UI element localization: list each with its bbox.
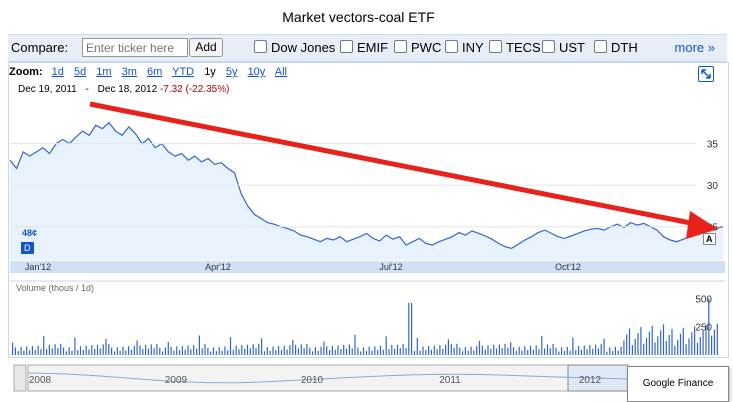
navigator-year-label: 2009 [165,375,188,386]
range-start: Dec 19, 2011 [18,84,77,95]
chart-frame [8,62,729,358]
more-link[interactable]: more » [674,40,715,55]
compare-pwc[interactable]: PWC [394,40,441,55]
zoom-all[interactable]: All [274,66,287,78]
zoom-label: Zoom: [9,66,43,78]
navigator-left-arrow [13,364,27,392]
zoom-1d[interactable]: 1d [51,66,64,78]
checkbox-icon[interactable] [542,40,555,53]
zoom-5d[interactable]: 5d [73,66,87,78]
add-button[interactable]: Add [189,38,223,57]
zoom-controls: Zoom: 1d 5d 1m 3m 6m YTD 1y 5y 10y All [9,66,294,78]
zoom-ytd[interactable]: YTD [172,66,195,78]
navigator-year-label: 2012 [579,375,602,386]
date-range: Dec 19, 2011 - Dec 18, 2012 -7.32 (-22.3… [18,84,229,95]
navigator-track [27,364,629,392]
zoom-10y[interactable]: 10y [247,66,266,78]
checkbox-icon[interactable] [445,40,458,53]
navigator-year-label: 2010 [301,375,324,386]
google-finance-tooltip: Google Finance [627,366,729,402]
range-end: Dec 18, 2012 [97,84,158,95]
zoom-1m[interactable]: 1m [96,66,112,78]
checkbox-icon[interactable] [340,40,353,53]
checkbox-icon[interactable] [489,40,502,53]
navigator-window [567,364,629,392]
chart-title: Market vectors-coal ETF [282,9,435,25]
compare-emif[interactable]: EMIF [340,40,388,55]
dividend-value: 48¢ [22,228,38,238]
checkbox-icon[interactable] [254,40,267,53]
expand-icon[interactable] [698,66,714,82]
compare-label: Compare: [11,40,69,55]
checkbox-icon[interactable] [594,40,607,53]
annotation-flag-a[interactable]: A [703,233,716,245]
zoom-3m[interactable]: 3m [121,66,137,78]
range-change: -7.32 (-22.35%) [159,84,230,95]
compare-dth[interactable]: DTH [594,40,638,55]
navigator-year-label: 2008 [29,375,52,386]
compare-ust[interactable]: UST [542,40,585,55]
compare-bar: Compare: Add Dow Jones EMIF PWC INY TECS… [8,34,727,62]
zoom-1y[interactable]: 1y [204,66,216,78]
compare-iny[interactable]: INY [445,40,484,55]
compare-dow-jones[interactable]: Dow Jones [254,40,335,55]
dividend-flag[interactable]: D [21,242,34,254]
zoom-5y[interactable]: 5y [225,66,238,78]
navigator-year-label: 2011 [439,375,461,386]
checkbox-icon[interactable] [394,40,407,53]
zoom-6m[interactable]: 6m [146,66,163,78]
compare-tecs[interactable]: TECS [489,40,541,55]
range-sep: - [85,84,89,95]
navigator-line [27,372,629,384]
ticker-input[interactable] [82,38,188,57]
